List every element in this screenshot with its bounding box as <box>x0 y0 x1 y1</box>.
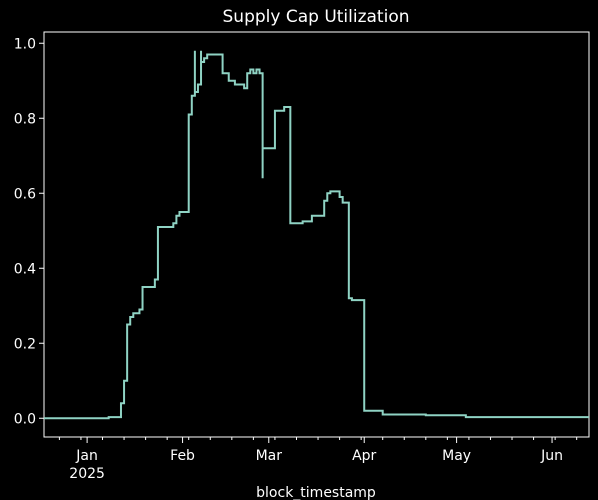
x-axis: Jan 2025 Feb Mar Apr May Jun <box>58 437 578 482</box>
x-tick-label: Feb <box>170 448 195 464</box>
x-tick-label: Jan <box>75 448 98 464</box>
y-tick-label: 0.2 <box>14 336 36 352</box>
y-tick-label: 0.6 <box>14 186 36 202</box>
series-layer <box>44 50 589 420</box>
x-tick-label: Apr <box>352 448 376 464</box>
series-line <box>44 50 589 420</box>
y-tick-label: 0.0 <box>14 411 36 427</box>
y-axis: 0.0 0.2 0.4 0.6 0.8 1.0 <box>14 36 44 427</box>
y-tick-label: 0.4 <box>14 261 36 277</box>
y-tick-label: 1.0 <box>14 36 36 52</box>
x-axis-label: block_timestamp <box>256 485 376 500</box>
plot-border <box>43 31 590 438</box>
x-tick-sublabel: 2025 <box>69 466 105 482</box>
x-tick-label: Jun <box>540 448 563 464</box>
plot-frame <box>43 31 590 438</box>
y-tick-label: 0.8 <box>14 111 36 127</box>
x-tick-label: May <box>442 448 471 464</box>
chart-title: Supply Cap Utilization <box>223 7 410 27</box>
x-tick-label: Mar <box>256 448 283 464</box>
